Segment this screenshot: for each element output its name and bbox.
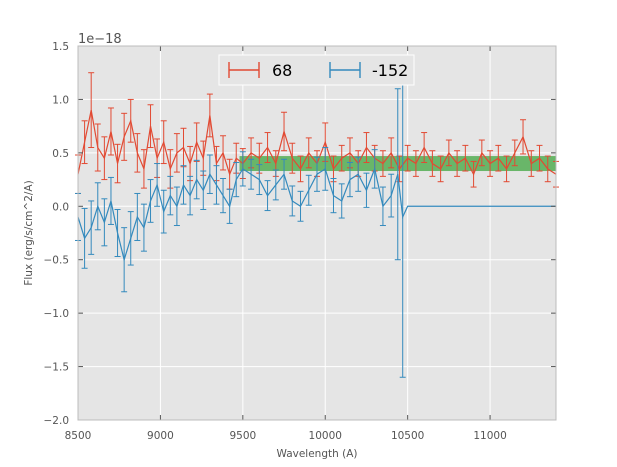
x-tick-label: 8500 xyxy=(65,430,92,442)
y-tick-label: 0.5 xyxy=(52,148,69,160)
legend-entry-68[interactable]: 68 xyxy=(228,61,292,80)
plot-background xyxy=(78,46,556,420)
x-tick-label: 10500 xyxy=(391,430,424,442)
series-line[interactable] xyxy=(77,109,557,177)
series-minus-152 xyxy=(75,56,556,378)
legend-label-68: 68 xyxy=(272,61,292,80)
axes: 8500 9000 9500 10000 10500 11000 −2.0 −1.5 −1.0 −… xyxy=(44,41,557,442)
x-axis-label: Wavelength (A) xyxy=(276,448,357,460)
plot-frame xyxy=(77,45,557,421)
y-axis-label: Flux (erg/s/cm^2/A) xyxy=(23,180,35,285)
x-tick-label: 9500 xyxy=(229,430,256,442)
y-tick-label: 0.0 xyxy=(52,201,69,213)
x-tick-label: 9000 xyxy=(147,430,174,442)
series-line[interactable] xyxy=(77,166,556,262)
y-tick-label: 1.5 xyxy=(52,41,69,53)
series-layer xyxy=(75,56,559,378)
legend-entry-minus-152[interactable]: -152 xyxy=(329,61,408,80)
legend: 68 -152 xyxy=(218,54,415,86)
y-offset-label: 1e−18 xyxy=(78,32,122,47)
y-tick-label: −1.5 xyxy=(44,362,70,374)
legend-label-minus-152: -152 xyxy=(372,61,408,80)
x-tick-label: 11000 xyxy=(473,430,506,442)
y-tick-label: −2.0 xyxy=(44,415,70,427)
y-tick-label: −0.5 xyxy=(44,255,70,267)
y-tick-label: −1.0 xyxy=(44,308,70,320)
x-tick-label: 10000 xyxy=(309,430,342,442)
y-tick-label: 1.0 xyxy=(52,94,69,106)
